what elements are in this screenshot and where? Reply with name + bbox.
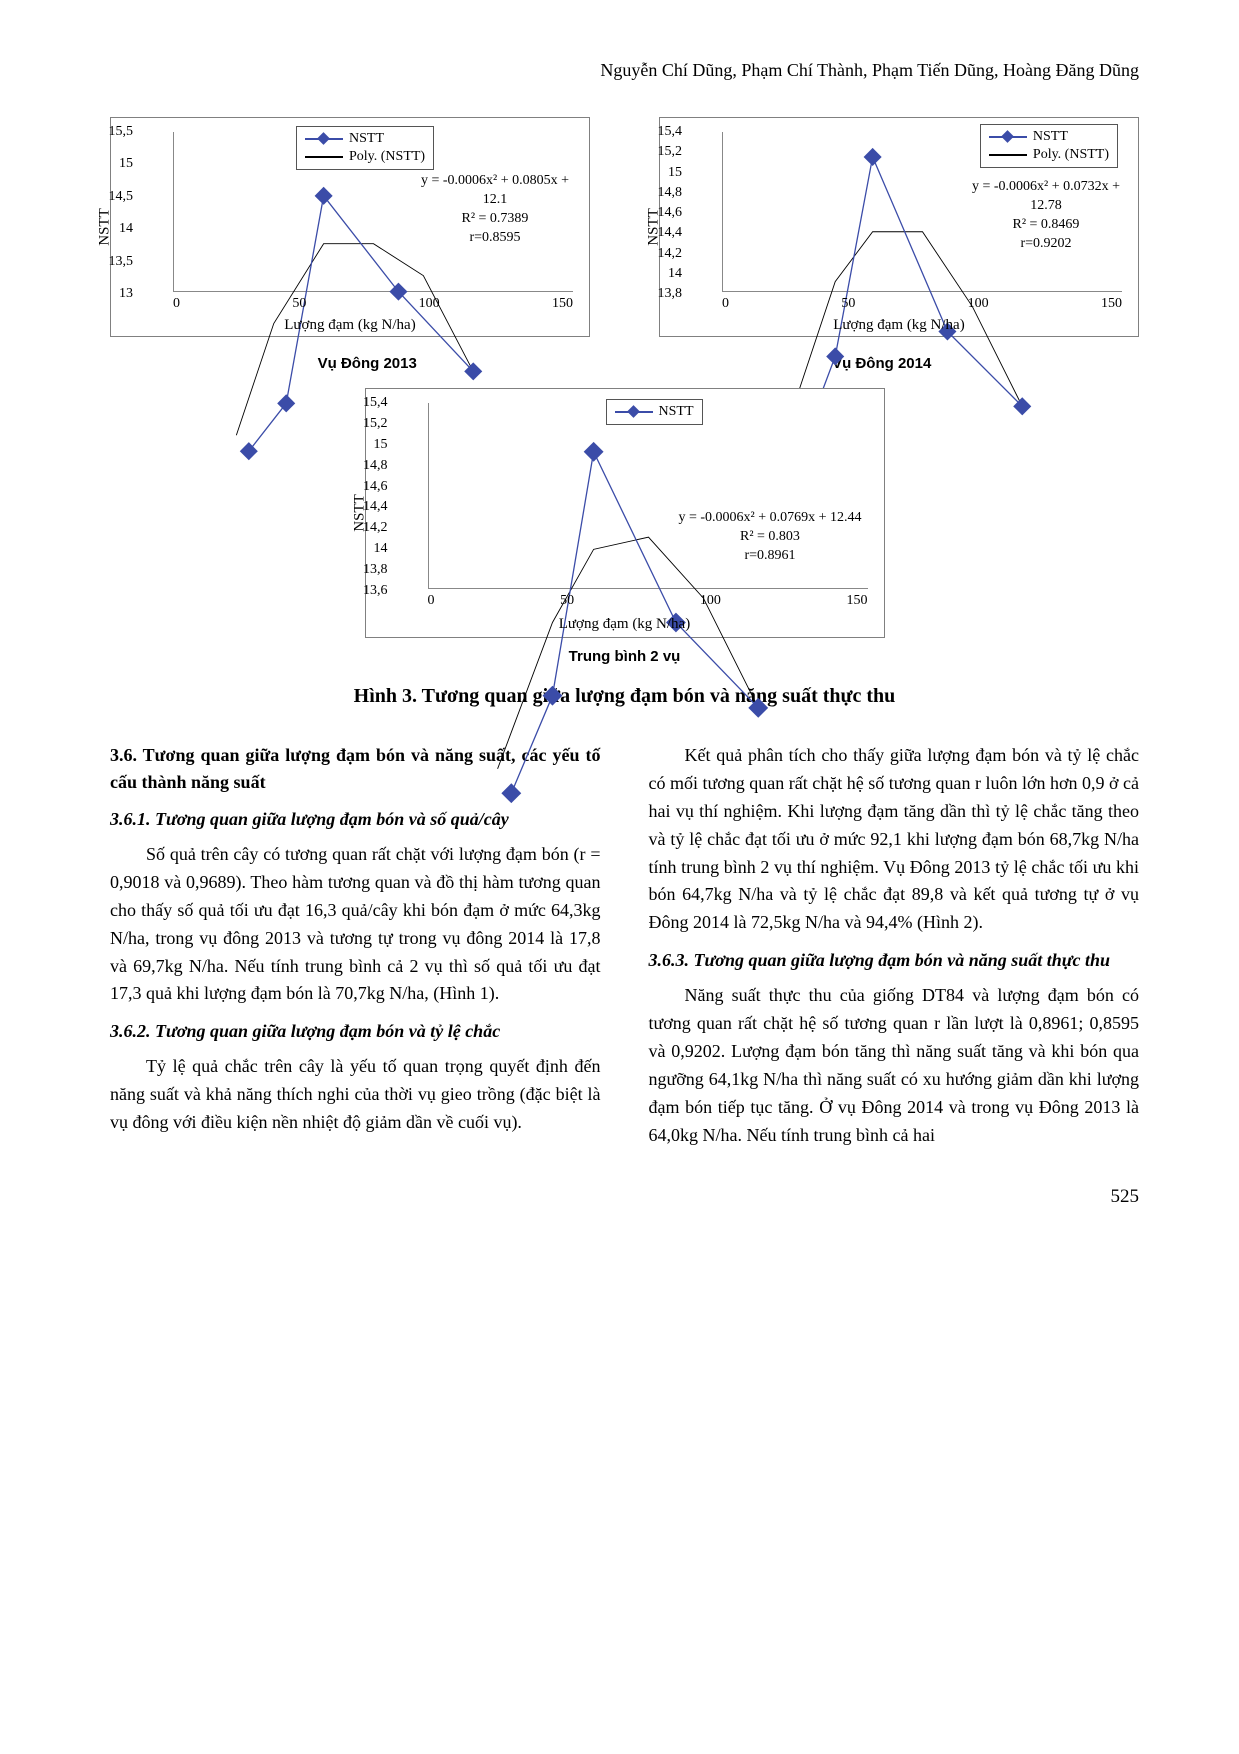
- x-ticks: 050100150: [173, 296, 573, 312]
- subsection-heading-3-6-3: 3.6.3. Tương quan giữa lượng đạm bón và …: [649, 947, 1140, 974]
- subsection-heading-3-6-2: 3.6.2. Tương quan giữa lượng đạm bón và …: [110, 1018, 601, 1045]
- equation-box: y = -0.0006x² + 0.0805x +12.1R² = 0.7389…: [421, 172, 569, 248]
- x-axis-label: Lượng đạm (kg N/ha): [111, 317, 589, 334]
- chart-trung-binh: NSTT 15,415,21514,814,614,414,21413,813,…: [365, 388, 885, 638]
- chart-vu-dong-2014: NSTT 15,415,21514,814,614,414,21413,8 05…: [659, 117, 1139, 337]
- paragraph: Tỷ lệ quả chắc trên cây là yếu tố quan t…: [110, 1053, 601, 1137]
- legend-item-poly: Poly. (NSTT): [989, 146, 1109, 164]
- legend-item-nstt: NSTT: [615, 403, 694, 421]
- chart-legend: NSTT Poly. (NSTT): [980, 124, 1118, 168]
- legend-item-nstt: NSTT: [305, 130, 425, 148]
- legend-label: NSTT: [1033, 128, 1068, 146]
- x-ticks: 050100150: [428, 593, 868, 609]
- legend-label: NSTT: [349, 130, 384, 148]
- chart-vu-dong-2013: NSTT 15,51514,51413,513 050100150 Lượng …: [110, 117, 590, 337]
- chart-legend: NSTT Poly. (NSTT): [296, 126, 434, 170]
- legend-item-nstt: NSTT: [989, 128, 1109, 146]
- paragraph: Năng suất thực thu của giống DT84 và lượ…: [649, 982, 1140, 1149]
- x-axis-label: Lượng đạm (kg N/ha): [366, 616, 884, 633]
- legend-label: NSTT: [659, 403, 694, 421]
- equation-box: y = -0.0006x² + 0.0769x + 12.44R² = 0.80…: [678, 509, 861, 566]
- x-ticks: 050100150: [722, 296, 1122, 312]
- legend-item-poly: Poly. (NSTT): [305, 148, 425, 166]
- chart-legend: NSTT: [606, 399, 703, 425]
- equation-box: y = -0.0006x² + 0.0732x +12.78R² = 0.846…: [972, 178, 1120, 254]
- x-axis-label: Lượng đạm (kg N/ha): [660, 317, 1138, 334]
- page-number: 525: [110, 1186, 1139, 1208]
- page-header-authors: Nguyễn Chí Dũng, Phạm Chí Thành, Phạm Ti…: [110, 60, 1139, 81]
- paragraph: Số quả trên cây có tương quan rất chặt v…: [110, 841, 601, 1008]
- legend-label: Poly. (NSTT): [349, 148, 425, 166]
- legend-label: Poly. (NSTT): [1033, 146, 1109, 164]
- charts-top-row: NSTT 15,51514,51413,513 050100150 Lượng …: [110, 117, 1139, 337]
